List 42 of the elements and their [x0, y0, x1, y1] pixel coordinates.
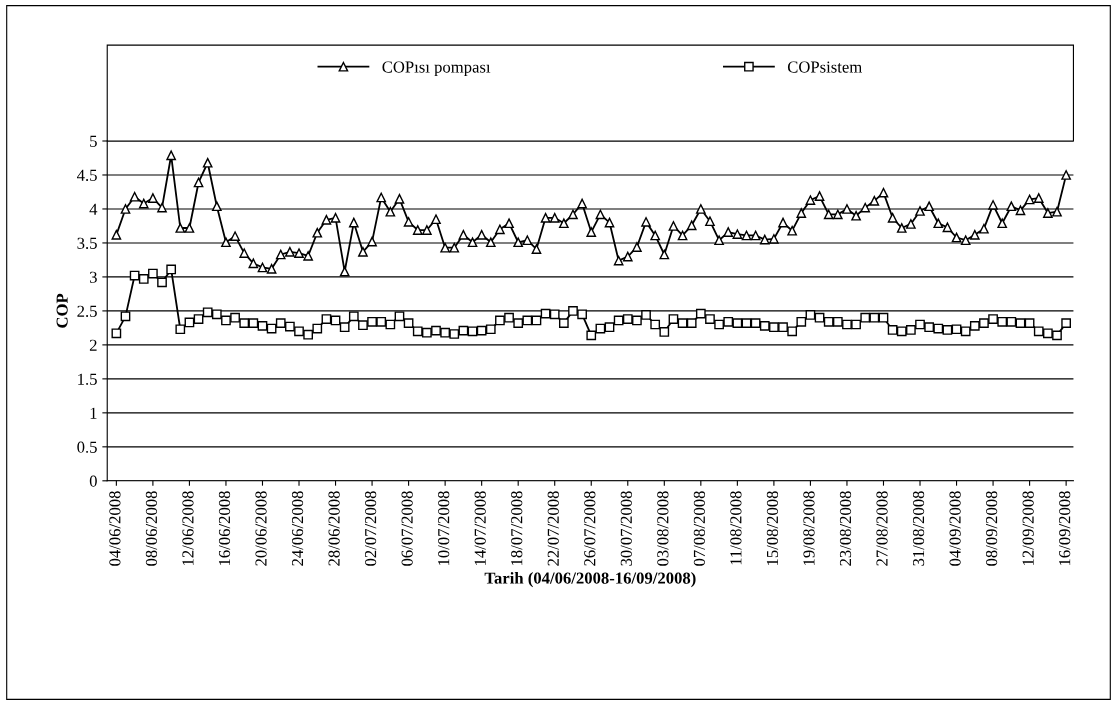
x-tick-label: 20/06/2008	[255, 491, 267, 566]
y-tick-label: 3.5	[77, 237, 97, 249]
x-tick-label: 16/06/2008	[218, 491, 231, 565]
x-axis-title: Tarih (04/06/2008-16/09/2008)	[484, 572, 696, 588]
x-tick-label: 11/08/2008	[730, 491, 742, 565]
x-tick-label: 23/08/2008	[839, 491, 852, 566]
x-tick-label: 07/08/2008	[693, 491, 706, 566]
legend-label: COPsistem	[787, 61, 862, 73]
x-tick-label: 06/07/2008	[401, 491, 413, 566]
x-tick-label: 18/07/2008	[511, 491, 523, 565]
x-tick-label: 08/06/2008	[145, 491, 158, 566]
x-tick-label: 31/08/2008	[912, 491, 925, 566]
y-tick-label: 2	[89, 339, 97, 351]
y-axis-title: COP	[56, 293, 68, 328]
x-tick-label: 26/07/2008	[584, 491, 596, 566]
x-tick-label: 30/07/2008	[620, 491, 632, 566]
y-tick-label: 0.5	[77, 441, 97, 453]
legend-label: COPısı pompası	[382, 61, 491, 77]
x-tick-label: 16/09/2008	[1059, 491, 1071, 565]
x-tick-label: 03/08/2008	[657, 491, 669, 566]
x-tick-label: 12/09/2008	[1022, 491, 1034, 565]
x-tick-label: 27/08/2008	[876, 491, 888, 566]
x-tick-label: 04/09/2008	[949, 491, 961, 566]
x-tick-label: 08/09/2008	[986, 491, 998, 566]
x-tick-label: 22/07/2008	[547, 491, 559, 566]
x-tick-label: 04/06/2008	[109, 491, 121, 566]
x-tick-label: 24/06/2008	[291, 491, 304, 566]
y-tick-label: 2.5	[77, 305, 97, 317]
y-tick-label: 1.5	[78, 373, 97, 385]
y-tick-label: 0	[89, 475, 97, 487]
y-tick-label: 4	[89, 203, 98, 215]
y-tick-label: 3	[89, 271, 97, 283]
x-tick-label: 19/08/2008	[803, 491, 815, 565]
y-tick-label: 1	[90, 407, 97, 419]
y-tick-label: 5	[90, 135, 97, 147]
x-tick-label: 15/08/2008	[766, 491, 779, 565]
y-tick-label: 4.5	[77, 169, 97, 181]
x-tick-label: 12/06/2008	[182, 491, 194, 565]
x-tick-label: 10/07/2008	[438, 491, 450, 565]
x-tick-label: 14/07/2008	[474, 491, 486, 565]
x-tick-label: 28/06/2008	[328, 491, 340, 566]
x-tick-label: 02/07/2008	[365, 491, 377, 566]
